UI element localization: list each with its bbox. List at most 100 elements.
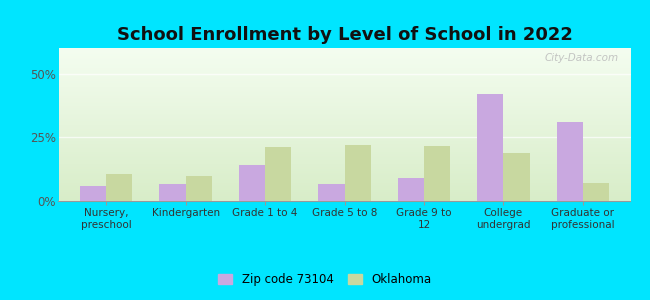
Bar xyxy=(58,190,630,191)
Bar xyxy=(477,94,503,201)
Bar xyxy=(58,155,630,156)
Bar xyxy=(58,145,630,146)
Bar xyxy=(58,84,630,85)
Bar xyxy=(58,142,630,143)
Bar xyxy=(58,64,630,65)
Bar xyxy=(58,87,630,88)
Bar xyxy=(58,78,630,79)
Bar xyxy=(239,165,265,201)
Bar xyxy=(583,183,609,201)
Bar xyxy=(58,98,630,99)
Bar xyxy=(58,103,630,104)
Bar xyxy=(58,195,630,196)
Bar xyxy=(58,156,630,157)
Bar xyxy=(58,125,630,126)
Text: City-Data.com: City-Data.com xyxy=(545,52,619,63)
Bar xyxy=(265,148,291,201)
Bar xyxy=(58,150,630,151)
Bar xyxy=(58,100,630,101)
Bar xyxy=(58,77,630,78)
Bar xyxy=(58,118,630,119)
Bar xyxy=(58,93,630,94)
Bar xyxy=(58,179,630,180)
Bar xyxy=(58,192,630,193)
Bar xyxy=(58,173,630,174)
Bar xyxy=(58,170,630,171)
Bar xyxy=(58,163,630,164)
Bar xyxy=(58,129,630,130)
Bar xyxy=(58,199,630,200)
Bar xyxy=(58,57,630,58)
Bar xyxy=(58,137,630,138)
Bar xyxy=(58,152,630,153)
Bar xyxy=(58,54,630,55)
Bar xyxy=(159,184,186,201)
Bar xyxy=(58,138,630,139)
Bar xyxy=(58,184,630,185)
Bar xyxy=(58,185,630,186)
Bar xyxy=(58,180,630,181)
Title: School Enrollment by Level of School in 2022: School Enrollment by Level of School in … xyxy=(116,26,573,44)
Bar xyxy=(58,124,630,125)
Bar xyxy=(58,83,630,84)
Bar xyxy=(58,99,630,100)
Bar xyxy=(58,181,630,182)
Bar xyxy=(58,189,630,190)
Bar xyxy=(58,66,630,67)
Bar xyxy=(58,186,630,187)
Bar xyxy=(58,178,630,179)
Bar xyxy=(58,157,630,158)
Bar xyxy=(58,82,630,83)
Bar xyxy=(186,176,212,201)
Bar xyxy=(424,146,450,201)
Bar xyxy=(58,160,630,161)
Bar xyxy=(58,89,630,90)
Bar xyxy=(58,69,630,70)
Bar xyxy=(58,191,630,192)
Bar xyxy=(58,120,630,121)
Bar xyxy=(58,74,630,75)
Bar xyxy=(58,160,630,161)
Bar xyxy=(58,134,630,135)
Bar xyxy=(58,106,630,107)
Bar xyxy=(58,119,630,120)
Bar xyxy=(58,135,630,136)
Bar xyxy=(58,177,630,178)
Bar xyxy=(58,51,630,52)
Bar xyxy=(58,159,630,160)
Bar xyxy=(58,113,630,114)
Bar xyxy=(58,104,630,105)
Bar xyxy=(58,81,630,82)
Bar xyxy=(344,145,370,201)
Bar xyxy=(58,50,630,51)
Bar xyxy=(58,200,630,201)
Bar xyxy=(58,193,630,194)
Bar xyxy=(58,116,630,117)
Bar xyxy=(58,122,630,123)
Bar xyxy=(58,141,630,142)
Bar xyxy=(58,56,630,57)
Bar xyxy=(58,85,630,86)
Bar xyxy=(58,165,630,166)
Bar xyxy=(556,122,583,201)
Bar xyxy=(58,75,630,76)
Bar xyxy=(58,48,630,49)
Bar xyxy=(58,117,630,118)
Bar xyxy=(58,121,630,122)
Bar xyxy=(58,149,630,150)
Bar xyxy=(58,110,630,111)
Bar xyxy=(58,80,630,81)
Bar xyxy=(58,65,630,66)
Bar xyxy=(58,70,630,71)
Bar xyxy=(58,112,630,113)
Bar xyxy=(58,131,630,132)
Bar xyxy=(58,161,630,162)
Bar xyxy=(58,114,630,115)
Bar xyxy=(58,76,630,77)
Bar xyxy=(58,123,630,124)
Bar xyxy=(58,168,630,169)
Bar xyxy=(58,162,630,163)
Bar xyxy=(106,174,133,201)
Bar xyxy=(58,62,630,63)
Bar xyxy=(58,97,630,98)
